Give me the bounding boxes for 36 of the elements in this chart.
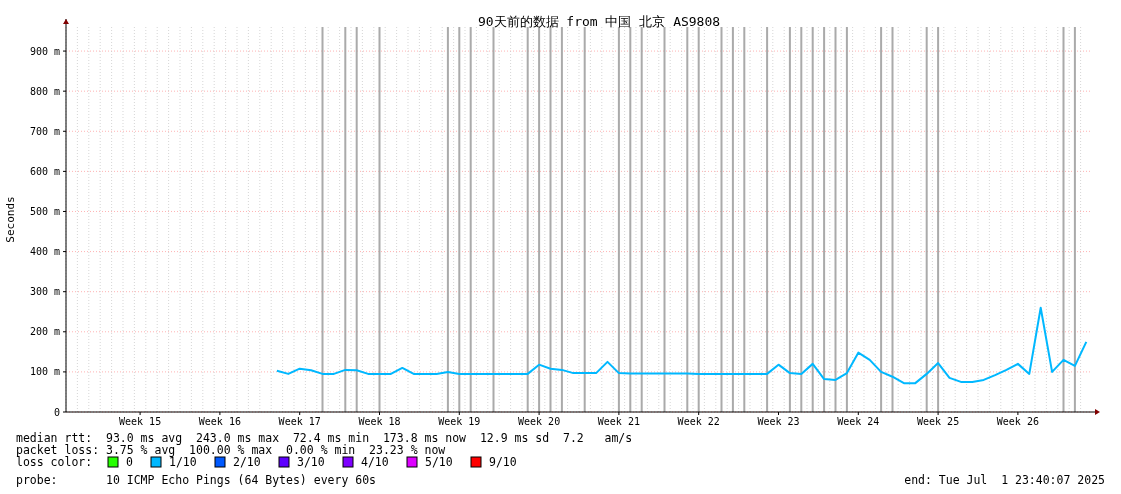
- x-tick-label: Week 15: [119, 416, 162, 427]
- x-tick-label: Week 17: [278, 416, 321, 427]
- x-tick-label: Week 19: [438, 416, 481, 427]
- x-tick-label: Week 25: [917, 416, 960, 427]
- legend-label: 4/10: [361, 455, 389, 469]
- x-tick-label: Week 24: [837, 416, 880, 427]
- y-tick-label: 100 m: [29, 366, 60, 378]
- x-tick-label: Week 21: [597, 416, 640, 427]
- y-tick-label: 200 m: [29, 326, 60, 338]
- y-tick-label: 900 m: [29, 45, 60, 57]
- y-tick-label: 800 m: [29, 85, 60, 97]
- y-tick-label: 700 m: [29, 125, 60, 137]
- y-tick-label: 400 m: [29, 246, 60, 258]
- x-tick-label: Week 22: [677, 416, 720, 427]
- x-tick-label: Week 23: [757, 416, 800, 427]
- chart-title: 90天前的数据 from 中国 北京 AS9808: [477, 14, 721, 29]
- line-series: [275, 306, 1088, 385]
- y-tick-label: 0: [53, 406, 60, 418]
- legend-label: 1/10: [169, 455, 197, 469]
- legend-label: 0: [126, 455, 133, 469]
- legend-label: 2/10: [233, 455, 261, 469]
- y-tick-label: 600 m: [29, 165, 60, 177]
- x-tick-label: Week 16: [198, 416, 241, 427]
- x-tick-label: Week 26: [996, 416, 1039, 427]
- text: median rtt: 93.0 ms avg 243.0 ms max 72.4 ms min 173.8 ms now 12.9 ms sd 7.2 am/s: [16, 431, 633, 445]
- x-tick-label: Week 20: [518, 416, 561, 427]
- y-tick-label: 500 m: [29, 205, 60, 217]
- text: end: Tue Jul 1 23:40:07 2025: [904, 473, 1105, 487]
- x-tick-label: Week 18: [358, 416, 401, 427]
- text: probe: 10 ICMP Echo Pings (64 Bytes) every 60s: [16, 473, 377, 487]
- legend-label: 9/10: [489, 455, 517, 469]
- y-axis-title: Seconds: [4, 196, 17, 243]
- y-tick-label: 300 m: [29, 286, 60, 298]
- legend-label: 5/10: [425, 455, 453, 469]
- legend-title: loss color:: [16, 455, 93, 469]
- legend-label: 3/10: [297, 455, 325, 469]
